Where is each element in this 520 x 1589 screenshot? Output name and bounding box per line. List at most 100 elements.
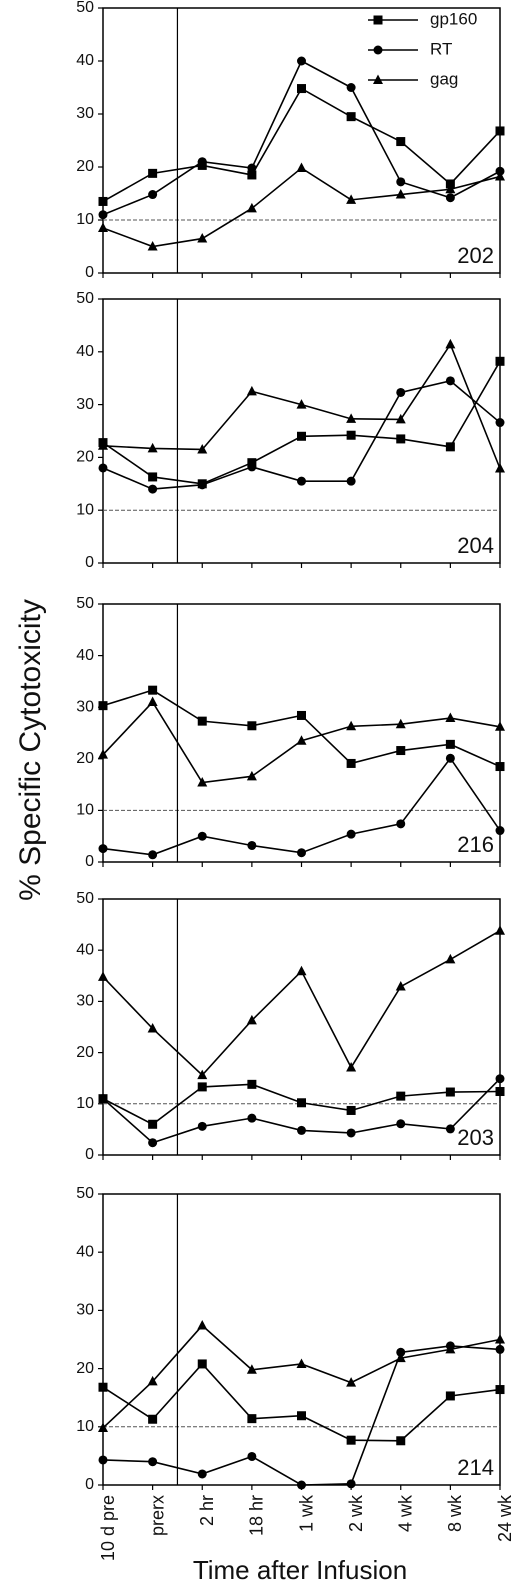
data-point bbox=[346, 430, 356, 440]
data-point bbox=[297, 1480, 306, 1490]
x-tick-label: 2 wk bbox=[346, 1494, 366, 1532]
data-point bbox=[396, 434, 406, 444]
data-point bbox=[495, 1334, 505, 1344]
data-point bbox=[346, 1105, 356, 1115]
y-tick-label: 0 bbox=[85, 264, 94, 281]
data-point bbox=[346, 1128, 356, 1138]
y-tick-label: 50 bbox=[76, 595, 94, 612]
data-point bbox=[396, 1347, 406, 1357]
data-point bbox=[395, 981, 406, 991]
data-point bbox=[296, 399, 307, 409]
y-tick-label: 20 bbox=[76, 1360, 94, 1377]
data-point bbox=[296, 162, 307, 173]
data-point bbox=[247, 1414, 257, 1424]
data-point bbox=[148, 685, 158, 695]
y-tick-label: 0 bbox=[85, 1476, 94, 1493]
data-point bbox=[98, 844, 108, 854]
data-point bbox=[445, 442, 455, 452]
data-point bbox=[346, 1479, 356, 1489]
x-tick-label: 10 d pre bbox=[98, 1495, 118, 1561]
data-point bbox=[297, 710, 306, 720]
x-tick-label: 18 hr bbox=[247, 1495, 267, 1536]
data-point bbox=[346, 1061, 357, 1072]
data-point bbox=[297, 848, 306, 858]
data-point bbox=[445, 338, 456, 349]
y-tick-label: 40 bbox=[76, 52, 94, 69]
panel-label: 214 bbox=[457, 1455, 494, 1480]
data-point bbox=[297, 1098, 306, 1108]
series-line bbox=[102, 756, 501, 856]
data-point bbox=[98, 196, 108, 206]
y-tick-label: 10 bbox=[76, 501, 94, 518]
data-point bbox=[98, 749, 108, 759]
legend-label: gp160 bbox=[430, 9, 477, 28]
data-point bbox=[346, 720, 357, 731]
data-point bbox=[147, 442, 158, 453]
data-point bbox=[445, 1391, 455, 1401]
data-point bbox=[396, 819, 406, 829]
series-line bbox=[102, 167, 501, 248]
series-line bbox=[102, 87, 501, 203]
legend-label: gag bbox=[430, 69, 458, 88]
legend-label: RT bbox=[430, 39, 452, 58]
data-point bbox=[445, 183, 456, 194]
data-point bbox=[296, 1358, 307, 1368]
data-point bbox=[98, 971, 108, 981]
data-point bbox=[445, 1087, 455, 1097]
data-point bbox=[346, 112, 356, 122]
data-point bbox=[197, 1320, 208, 1330]
data-point bbox=[495, 925, 505, 935]
data-point bbox=[296, 965, 307, 976]
data-point bbox=[197, 443, 208, 454]
data-point bbox=[147, 696, 158, 707]
data-point bbox=[98, 463, 108, 473]
y-tick-label: 10 bbox=[76, 1095, 94, 1112]
y-tick-label: 20 bbox=[76, 1044, 94, 1061]
data-point bbox=[197, 831, 207, 841]
data-point bbox=[148, 850, 158, 860]
data-point bbox=[445, 739, 455, 749]
data-point bbox=[495, 171, 505, 181]
x-tick-label: 8 wk bbox=[445, 1494, 465, 1532]
y-tick-label: 50 bbox=[76, 1185, 94, 1202]
y-tick-label: 0 bbox=[85, 1146, 94, 1163]
y-tick-label: 50 bbox=[76, 0, 94, 16]
data-point bbox=[147, 1375, 158, 1386]
data-point bbox=[148, 1119, 158, 1129]
data-point bbox=[197, 233, 208, 243]
data-point bbox=[346, 413, 357, 423]
data-point bbox=[246, 1364, 257, 1374]
data-point bbox=[197, 716, 207, 726]
series-line bbox=[102, 360, 501, 485]
data-point bbox=[98, 210, 108, 220]
data-point bbox=[495, 826, 505, 836]
data-point bbox=[148, 484, 158, 494]
data-point bbox=[445, 1343, 456, 1354]
data-point bbox=[395, 413, 406, 424]
data-point bbox=[297, 476, 306, 486]
data-point bbox=[445, 753, 455, 763]
data-point bbox=[445, 193, 455, 203]
data-point bbox=[247, 462, 257, 472]
data-point bbox=[495, 1385, 505, 1395]
data-point bbox=[147, 1023, 158, 1033]
data-point bbox=[396, 1436, 406, 1446]
data-point bbox=[495, 721, 505, 731]
x-tick-label: 2 hr bbox=[197, 1495, 217, 1526]
data-point bbox=[98, 1422, 108, 1432]
y-tick-label: 50 bbox=[76, 890, 94, 907]
y-tick-label: 0 bbox=[85, 853, 94, 870]
panel-label: 204 bbox=[457, 533, 494, 558]
data-point bbox=[346, 758, 356, 768]
y-tick-label: 30 bbox=[76, 698, 94, 715]
y-tick-label: 30 bbox=[76, 1302, 94, 1319]
y-tick-label: 40 bbox=[76, 1243, 94, 1260]
y-tick-label: 10 bbox=[76, 211, 94, 228]
data-point bbox=[197, 1121, 207, 1131]
data-point bbox=[197, 1082, 207, 1092]
data-point bbox=[247, 1113, 257, 1123]
data-point bbox=[297, 84, 306, 94]
data-point bbox=[148, 1457, 158, 1467]
data-point bbox=[395, 718, 406, 729]
